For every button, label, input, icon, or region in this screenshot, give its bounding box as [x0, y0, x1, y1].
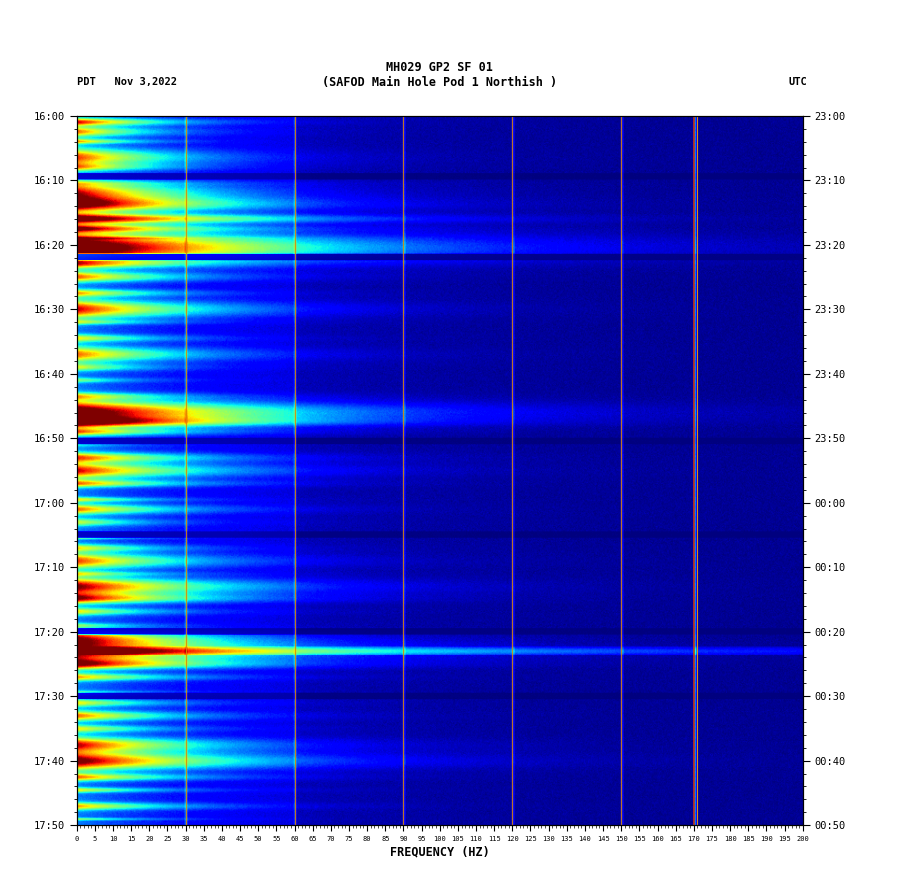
Text: (SAFOD Main Hole Pod 1 Northish ): (SAFOD Main Hole Pod 1 Northish ) [322, 76, 557, 88]
Text: MH029 GP2 SF 01: MH029 GP2 SF 01 [386, 62, 492, 74]
Text: USGS: USGS [29, 21, 60, 34]
Text: UTC: UTC [788, 77, 807, 87]
Text: PDT   Nov 3,2022: PDT Nov 3,2022 [77, 77, 177, 87]
X-axis label: FREQUENCY (HZ): FREQUENCY (HZ) [390, 846, 490, 859]
Text: ~: ~ [14, 18, 31, 37]
